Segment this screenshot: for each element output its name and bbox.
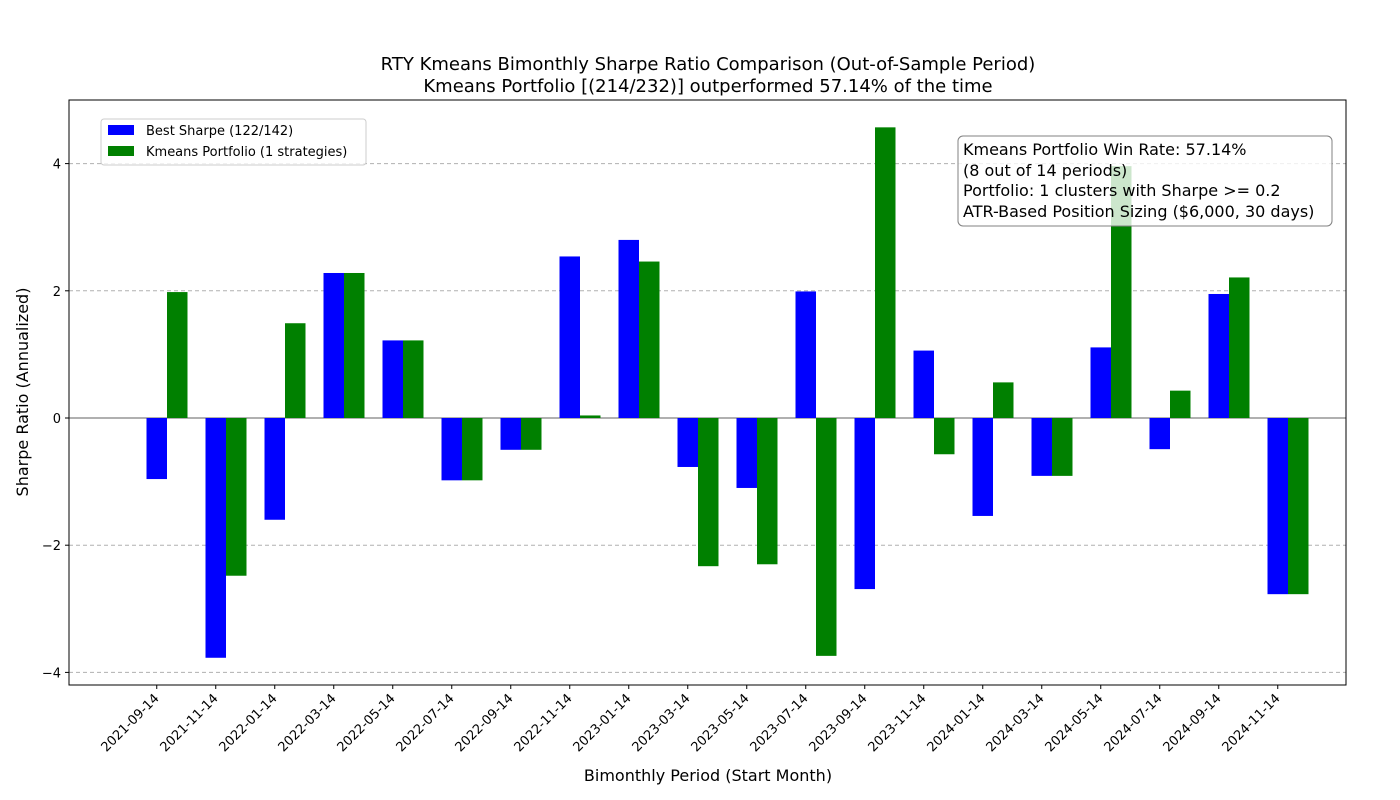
bar-kmeans-portfolio xyxy=(1052,418,1073,476)
bar-best-sharpe xyxy=(618,239,639,418)
y-tick-label: 2 xyxy=(53,285,61,300)
x-tick-label: 2024-01-14 xyxy=(925,691,989,755)
x-tick-label: 2022-05-14 xyxy=(335,691,399,755)
bar-best-sharpe xyxy=(1090,347,1111,418)
bar-kmeans-portfolio xyxy=(285,323,306,418)
x-tick-label: 2022-03-14 xyxy=(276,691,340,755)
chart-subtitle: Kmeans Portfolio [(214/232)] outperforme… xyxy=(423,76,992,97)
annotation-line-4: ATR-Based Position Sizing ($6,000, 30 da… xyxy=(963,202,1314,221)
bar-best-sharpe xyxy=(677,418,698,467)
bar-best-sharpe xyxy=(1267,418,1288,595)
y-tick-label: −4 xyxy=(42,666,61,681)
bar-best-sharpe xyxy=(382,340,403,418)
y-axis-label: Sharpe Ratio (Annualized) xyxy=(13,288,32,497)
y-tick-label: 0 xyxy=(53,412,61,427)
bar-best-sharpe xyxy=(913,350,934,418)
bar-kmeans-portfolio xyxy=(816,418,837,656)
bar-best-sharpe xyxy=(854,418,875,590)
x-tick-label: 2024-03-14 xyxy=(984,691,1048,755)
y-axis-ticks: −4 −2 0 2 4 xyxy=(42,158,69,681)
bar-best-sharpe xyxy=(1208,293,1229,418)
bar-kmeans-portfolio xyxy=(167,292,188,418)
x-tick-label: 2021-09-14 xyxy=(99,691,163,755)
bar-kmeans-portfolio xyxy=(934,418,955,455)
bar-kmeans-portfolio xyxy=(521,418,542,450)
bar-best-sharpe xyxy=(205,418,226,658)
x-tick-label: 2023-05-14 xyxy=(689,691,753,755)
bar-kmeans-portfolio xyxy=(344,272,365,418)
bar-kmeans-portfolio xyxy=(1170,390,1191,418)
bar-best-sharpe xyxy=(736,418,757,488)
annotation-line-2: (8 out of 14 periods) xyxy=(963,161,1127,180)
legend-box xyxy=(100,118,367,166)
x-axis-label: Bimonthly Period (Start Month) xyxy=(584,766,832,785)
bar-kmeans-portfolio xyxy=(1229,277,1250,418)
x-tick-label: 2022-01-14 xyxy=(217,691,281,755)
bar-best-sharpe xyxy=(1149,418,1170,450)
annotation-line-3: Portfolio: 1 clusters with Sharpe >= 0.2 xyxy=(963,181,1281,200)
x-tick-label: 2024-09-14 xyxy=(1161,691,1225,755)
legend-label-kmeans-portfolio: Kmeans Portfolio (1 strategies) xyxy=(146,145,347,160)
bar-best-sharpe xyxy=(559,256,580,418)
legend-swatch-kmeans-portfolio xyxy=(108,146,134,156)
x-tick-label: 2023-01-14 xyxy=(571,691,635,755)
x-tick-label: 2023-09-14 xyxy=(807,691,871,755)
bar-best-sharpe xyxy=(500,418,521,450)
y-tick-label: −2 xyxy=(42,539,61,554)
bar-best-sharpe xyxy=(264,418,285,520)
bar-kmeans-portfolio xyxy=(875,127,896,419)
x-tick-label: 2023-07-14 xyxy=(748,691,812,755)
x-tick-label: 2022-09-14 xyxy=(453,691,517,755)
bar-best-sharpe xyxy=(441,418,462,481)
legend: Best Sharpe (122/142) Kmeans Portfolio (… xyxy=(100,118,367,166)
x-axis-ticks: 2021-09-142021-11-142022-01-142022-03-14… xyxy=(99,685,1284,755)
bar-kmeans-portfolio xyxy=(757,418,778,565)
bar-kmeans-portfolio xyxy=(403,340,424,418)
x-tick-label: 2022-07-14 xyxy=(394,691,458,755)
annotation-box: Kmeans Portfolio Win Rate: 57.14% (8 out… xyxy=(957,135,1333,227)
bar-kmeans-portfolio xyxy=(226,418,247,576)
bar-best-sharpe xyxy=(146,418,167,480)
plot-frame xyxy=(68,99,1347,686)
bar-best-sharpe xyxy=(795,291,816,418)
bar-best-sharpe xyxy=(972,418,993,516)
x-tick-label: 2024-05-14 xyxy=(1043,691,1107,755)
y-tick-label: 4 xyxy=(53,158,61,173)
x-tick-label: 2023-11-14 xyxy=(866,691,930,755)
x-tick-label: 2021-11-14 xyxy=(158,691,222,755)
x-tick-label: 2022-11-14 xyxy=(512,691,576,755)
bar-best-sharpe xyxy=(323,272,344,418)
bars xyxy=(146,127,1309,658)
annotation-frame xyxy=(957,135,1333,227)
x-tick-label: 2024-11-14 xyxy=(1220,691,1284,755)
bar-kmeans-portfolio xyxy=(993,382,1014,418)
legend-swatch-best-sharpe xyxy=(108,125,134,135)
bar-kmeans-portfolio xyxy=(580,415,601,418)
chart-title: RTY Kmeans Bimonthly Sharpe Ratio Compar… xyxy=(381,54,1036,75)
bar-kmeans-portfolio xyxy=(698,418,719,567)
annotation-line-1: Kmeans Portfolio Win Rate: 57.14% xyxy=(963,140,1247,159)
legend-label-best-sharpe: Best Sharpe (122/142) xyxy=(146,124,293,139)
bar-kmeans-portfolio xyxy=(1288,418,1309,595)
bar-kmeans-portfolio xyxy=(1111,166,1132,418)
bar-best-sharpe xyxy=(1031,418,1052,476)
x-tick-label: 2024-07-14 xyxy=(1102,691,1166,755)
bar-kmeans-portfolio xyxy=(639,261,660,418)
bar-kmeans-portfolio xyxy=(462,418,483,481)
x-tick-label: 2023-03-14 xyxy=(630,691,694,755)
